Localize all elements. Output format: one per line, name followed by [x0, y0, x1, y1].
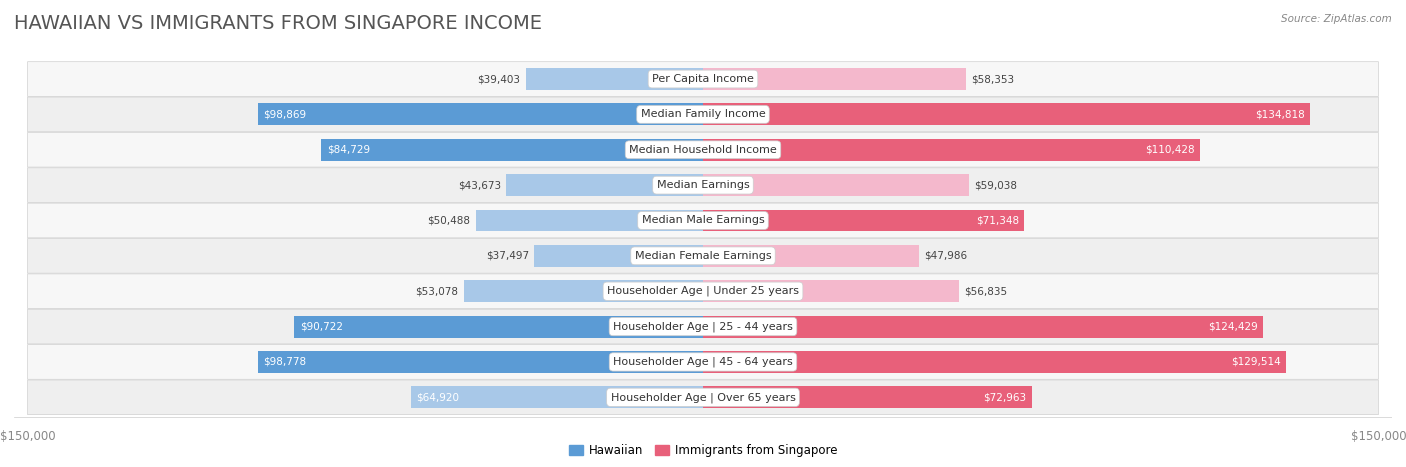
Text: Householder Age | Over 65 years: Householder Age | Over 65 years — [610, 392, 796, 403]
FancyBboxPatch shape — [28, 309, 1378, 344]
Text: HAWAIIAN VS IMMIGRANTS FROM SINGAPORE INCOME: HAWAIIAN VS IMMIGRANTS FROM SINGAPORE IN… — [14, 14, 543, 33]
Bar — [703, 103, 1310, 125]
FancyBboxPatch shape — [28, 97, 1378, 132]
Text: Median Male Earnings: Median Male Earnings — [641, 215, 765, 226]
Text: $43,673: $43,673 — [458, 180, 501, 190]
Text: $98,778: $98,778 — [263, 357, 307, 367]
Bar — [257, 103, 703, 125]
FancyBboxPatch shape — [28, 168, 1378, 203]
Text: $98,869: $98,869 — [263, 109, 307, 120]
Text: $72,963: $72,963 — [983, 392, 1026, 402]
Text: $37,497: $37,497 — [485, 251, 529, 261]
Text: Householder Age | 45 - 64 years: Householder Age | 45 - 64 years — [613, 357, 793, 367]
FancyBboxPatch shape — [28, 203, 1378, 238]
Text: Source: ZipAtlas.com: Source: ZipAtlas.com — [1281, 14, 1392, 24]
Bar — [294, 316, 703, 338]
Text: $129,514: $129,514 — [1232, 357, 1281, 367]
Text: $50,488: $50,488 — [427, 215, 470, 226]
Text: $90,722: $90,722 — [299, 322, 343, 332]
Bar — [322, 139, 703, 161]
Bar — [475, 210, 703, 232]
FancyBboxPatch shape — [28, 133, 1378, 167]
Text: Per Capita Income: Per Capita Income — [652, 74, 754, 84]
Bar — [526, 68, 703, 90]
Bar — [703, 280, 959, 302]
Text: $110,428: $110,428 — [1146, 145, 1195, 155]
FancyBboxPatch shape — [28, 239, 1378, 273]
Text: Median Household Income: Median Household Income — [628, 145, 778, 155]
FancyBboxPatch shape — [28, 62, 1378, 96]
FancyBboxPatch shape — [28, 274, 1378, 309]
Text: Median Family Income: Median Family Income — [641, 109, 765, 120]
Text: $56,835: $56,835 — [965, 286, 1008, 296]
Bar — [703, 68, 966, 90]
Bar — [411, 386, 703, 408]
FancyBboxPatch shape — [28, 345, 1378, 379]
Text: $58,353: $58,353 — [972, 74, 1014, 84]
Bar — [703, 245, 920, 267]
Bar — [506, 174, 703, 196]
Text: Median Earnings: Median Earnings — [657, 180, 749, 190]
Bar — [703, 174, 969, 196]
Text: $64,920: $64,920 — [416, 392, 460, 402]
Text: $47,986: $47,986 — [925, 251, 967, 261]
Text: $53,078: $53,078 — [416, 286, 458, 296]
Text: $71,348: $71,348 — [976, 215, 1019, 226]
Bar — [464, 280, 703, 302]
Bar — [259, 351, 703, 373]
Bar — [703, 210, 1025, 232]
Bar — [703, 139, 1201, 161]
Bar — [534, 245, 703, 267]
Text: $84,729: $84,729 — [326, 145, 370, 155]
Text: Householder Age | 25 - 44 years: Householder Age | 25 - 44 years — [613, 321, 793, 332]
FancyBboxPatch shape — [28, 380, 1378, 415]
Legend: Hawaiian, Immigrants from Singapore: Hawaiian, Immigrants from Singapore — [564, 439, 842, 462]
Text: $59,038: $59,038 — [974, 180, 1018, 190]
Text: Householder Age | Under 25 years: Householder Age | Under 25 years — [607, 286, 799, 297]
Text: Median Female Earnings: Median Female Earnings — [634, 251, 772, 261]
Text: $124,429: $124,429 — [1208, 322, 1258, 332]
Text: $39,403: $39,403 — [477, 74, 520, 84]
Text: $134,818: $134,818 — [1256, 109, 1305, 120]
Bar — [703, 351, 1286, 373]
Bar — [703, 316, 1263, 338]
Bar — [703, 386, 1032, 408]
